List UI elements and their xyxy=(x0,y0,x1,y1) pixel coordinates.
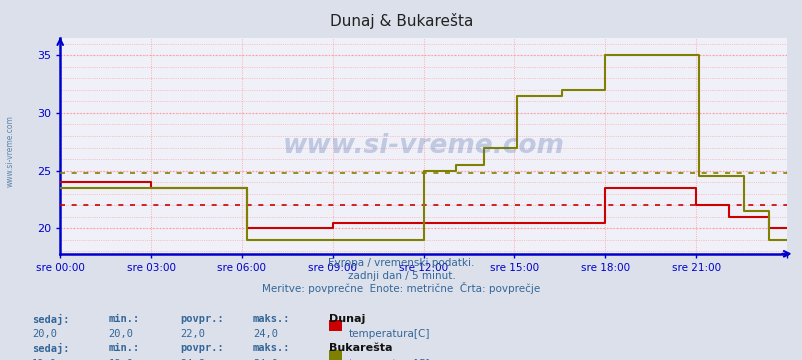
Text: min.:: min.: xyxy=(108,314,140,324)
Text: Meritve: povprečne  Enote: metrične  Črta: povprečje: Meritve: povprečne Enote: metrične Črta:… xyxy=(262,282,540,294)
Text: sedaj:: sedaj: xyxy=(32,314,70,325)
Text: 19,0: 19,0 xyxy=(32,359,57,360)
Text: sedaj:: sedaj: xyxy=(32,343,70,355)
Text: 20,0: 20,0 xyxy=(108,329,133,339)
Text: maks.:: maks.: xyxy=(253,314,290,324)
Text: zadnji dan / 5 minut.: zadnji dan / 5 minut. xyxy=(347,271,455,281)
Text: 18,0: 18,0 xyxy=(108,359,133,360)
Text: 34,0: 34,0 xyxy=(253,359,277,360)
Text: 24,8: 24,8 xyxy=(180,359,205,360)
Text: www.si-vreme.com: www.si-vreme.com xyxy=(6,115,15,187)
Text: povpr.:: povpr.: xyxy=(180,314,224,324)
Text: Bukarešta: Bukarešta xyxy=(329,343,392,354)
Text: Dunaj: Dunaj xyxy=(329,314,365,324)
Text: temperatura[C]: temperatura[C] xyxy=(348,329,429,339)
Text: 24,0: 24,0 xyxy=(253,329,277,339)
Text: maks.:: maks.: xyxy=(253,343,290,354)
Text: www.si-vreme.com: www.si-vreme.com xyxy=(282,133,564,159)
Text: Dunaj & Bukarešta: Dunaj & Bukarešta xyxy=(330,13,472,28)
Text: 22,0: 22,0 xyxy=(180,329,205,339)
Text: 20,0: 20,0 xyxy=(32,329,57,339)
Text: Evropa / vremenski podatki.: Evropa / vremenski podatki. xyxy=(328,258,474,268)
Text: povpr.:: povpr.: xyxy=(180,343,224,354)
Text: temperatura[C]: temperatura[C] xyxy=(348,359,429,360)
Text: min.:: min.: xyxy=(108,343,140,354)
